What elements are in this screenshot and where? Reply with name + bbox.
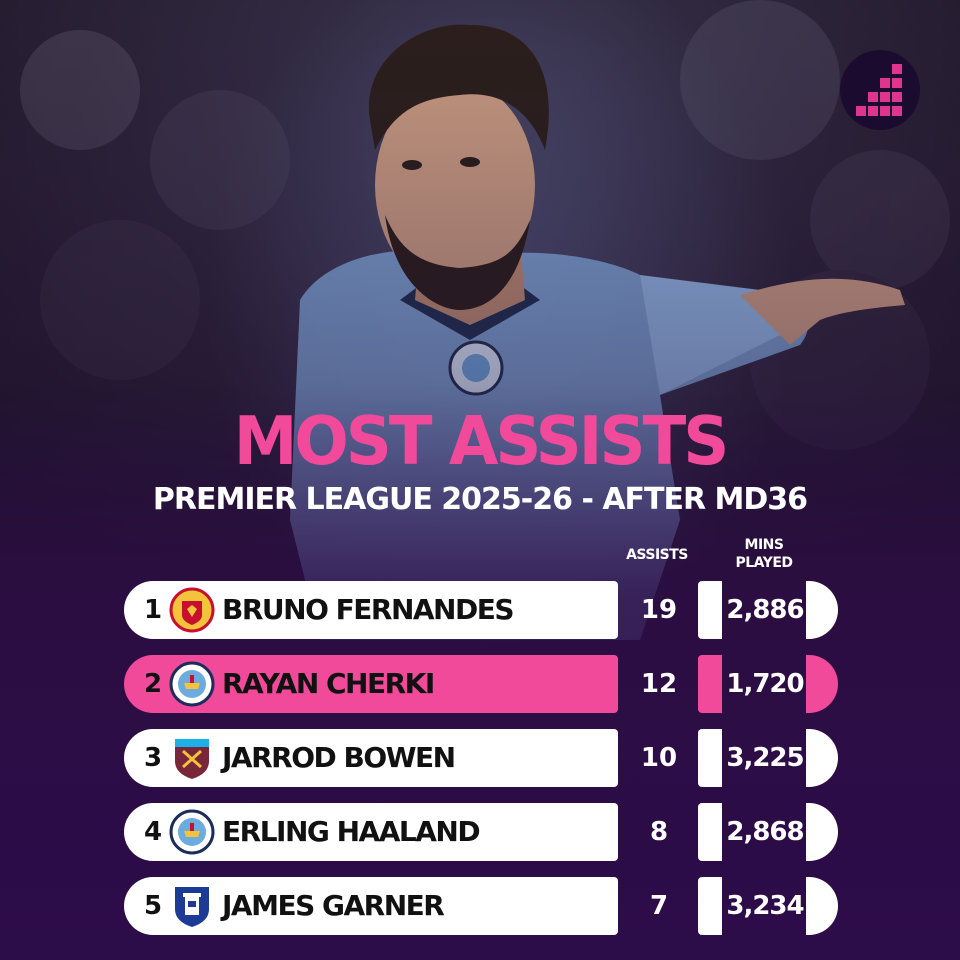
bar-segment: [698, 581, 722, 639]
bar-end: [806, 877, 838, 935]
player-name: RAYAN CHERKI: [222, 667, 435, 700]
bar-end: [806, 729, 838, 787]
table-row: 5 JAMES GARNER 7 3,234: [124, 877, 838, 935]
mins-played-value: 2,886: [726, 595, 804, 625]
rank: 5: [143, 891, 163, 921]
assists-value: 7: [649, 891, 669, 921]
column-header-mins-line2: PLAYED: [735, 555, 794, 571]
assists-value: 19: [640, 595, 678, 625]
chart-subtitle: PREMIER LEAGUE 2025-26 - AFTER MD36: [152, 482, 808, 517]
column-header-mins-played: MINS PLAYED: [726, 536, 802, 572]
manchester-city-crest-icon: [169, 809, 215, 855]
table-row-highlighted: 2 RAYAN CHERKI 12 1,720: [124, 655, 838, 713]
player-name: JARROD BOWEN: [222, 741, 456, 774]
player-name: JAMES GARNER: [222, 889, 445, 922]
rank: 3: [143, 743, 163, 773]
column-header-mins-line1: MINS: [744, 537, 784, 553]
bar-segment: [698, 729, 722, 787]
bar-segment: [698, 877, 722, 935]
column-header-assists: ASSISTS: [626, 547, 688, 563]
assists-value: 10: [640, 743, 678, 773]
table-row: 1 BRUNO FERNANDES 19 2,886: [124, 581, 838, 639]
manchester-united-crest-icon: [169, 587, 215, 633]
mins-played-value: 3,225: [726, 743, 804, 773]
stats-logo-icon: [840, 50, 920, 130]
player-name: ERLING HAALAND: [222, 815, 481, 848]
table-row: 4 ERLING HAALAND 8 2,868: [124, 803, 838, 861]
player-name: BRUNO FERNANDES: [222, 593, 515, 626]
assists-value: 12: [640, 669, 678, 699]
mins-played-value: 1,720: [726, 669, 804, 699]
assists-value: 8: [649, 817, 669, 847]
bar-end: [806, 581, 838, 639]
bar-segment: [698, 655, 722, 713]
table-row: 3 JARROD BOWEN 10 3,225: [124, 729, 838, 787]
mins-played-value: 3,234: [726, 891, 804, 921]
chart-title: MOST ASSISTS: [233, 403, 730, 481]
manchester-city-crest-icon: [169, 661, 215, 707]
west-ham-united-crest-icon: [169, 735, 215, 781]
bar-end: [806, 655, 838, 713]
bar-end: [806, 803, 838, 861]
everton-crest-icon: [169, 883, 215, 929]
rank: 4: [143, 817, 163, 847]
mins-played-value: 2,868: [726, 817, 804, 847]
rank: 1: [143, 595, 163, 625]
rank: 2: [143, 669, 163, 699]
bar-segment: [698, 803, 722, 861]
